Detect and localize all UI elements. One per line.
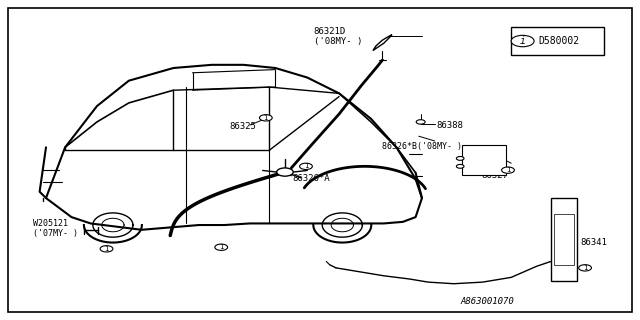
Text: 86326*B('08MY- ): 86326*B('08MY- ): [383, 142, 463, 151]
Text: 86321D
('08MY- ): 86321D ('08MY- ): [314, 27, 362, 46]
Circle shape: [100, 246, 113, 252]
Circle shape: [511, 35, 534, 47]
Text: 86326*A: 86326*A: [292, 173, 330, 183]
Text: D580002: D580002: [538, 36, 579, 46]
Circle shape: [259, 115, 272, 121]
Text: 1: 1: [264, 115, 268, 121]
Text: 86325: 86325: [230, 122, 257, 131]
Text: 1: 1: [104, 246, 109, 252]
Text: i: i: [520, 36, 525, 46]
Text: 1: 1: [304, 163, 308, 169]
Text: W205121
('07MY- ): W205121 ('07MY- ): [33, 219, 78, 238]
FancyBboxPatch shape: [462, 145, 506, 175]
Text: 86341: 86341: [580, 238, 607, 247]
Text: 1: 1: [506, 167, 510, 173]
Circle shape: [300, 163, 312, 170]
Circle shape: [456, 164, 464, 168]
Text: 86388: 86388: [436, 121, 463, 130]
Text: 86327: 86327: [481, 171, 508, 180]
FancyBboxPatch shape: [511, 27, 604, 55]
Circle shape: [502, 167, 515, 173]
Circle shape: [579, 265, 591, 271]
Circle shape: [416, 120, 425, 124]
Circle shape: [215, 244, 228, 251]
Circle shape: [456, 156, 464, 160]
FancyBboxPatch shape: [8, 8, 632, 312]
Text: A863001070: A863001070: [460, 297, 514, 306]
Polygon shape: [373, 35, 392, 51]
FancyBboxPatch shape: [554, 214, 573, 265]
Text: 1: 1: [219, 244, 223, 250]
FancyBboxPatch shape: [550, 198, 577, 281]
Text: 1: 1: [583, 265, 588, 271]
Circle shape: [276, 168, 293, 176]
